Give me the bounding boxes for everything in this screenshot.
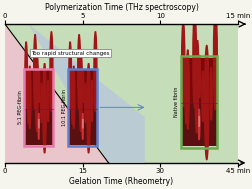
Circle shape: [47, 80, 49, 122]
Circle shape: [196, 40, 198, 95]
Circle shape: [85, 85, 86, 120]
Bar: [68, 108, 97, 145]
Circle shape: [84, 83, 86, 123]
Circle shape: [25, 42, 27, 109]
Text: 5:1 PEG-fibrin: 5:1 PEG-fibrin: [18, 91, 23, 124]
Polygon shape: [28, 24, 144, 163]
Circle shape: [38, 69, 40, 103]
Circle shape: [37, 57, 38, 100]
Text: 10:1 PEG-fibrin: 10:1 PEG-fibrin: [61, 89, 67, 126]
Text: Native fibrin: Native fibrin: [174, 87, 179, 117]
Circle shape: [35, 64, 38, 132]
Circle shape: [185, 50, 188, 129]
Circle shape: [192, 12, 196, 108]
Circle shape: [79, 64, 82, 132]
Circle shape: [82, 69, 83, 103]
Bar: [180, 103, 216, 146]
Circle shape: [28, 66, 31, 129]
Bar: [180, 58, 216, 104]
Circle shape: [93, 32, 97, 112]
Circle shape: [27, 71, 29, 124]
Bar: [24, 69, 53, 146]
Polygon shape: [5, 24, 237, 163]
Circle shape: [201, 71, 203, 122]
Bar: [24, 70, 53, 109]
Circle shape: [77, 34, 80, 110]
Circle shape: [198, 116, 199, 127]
X-axis label: Gelation Time (Rheometry): Gelation Time (Rheometry): [69, 177, 173, 186]
Circle shape: [194, 47, 198, 133]
Bar: [68, 70, 97, 109]
Circle shape: [71, 71, 73, 124]
Circle shape: [82, 113, 83, 139]
Circle shape: [41, 83, 42, 123]
Bar: [24, 108, 53, 145]
Circle shape: [41, 85, 42, 120]
Text: Too rapid structural changes: Too rapid structural changes: [31, 51, 109, 56]
Circle shape: [80, 57, 82, 100]
Circle shape: [87, 63, 90, 153]
Circle shape: [69, 42, 71, 109]
Circle shape: [213, 9, 216, 110]
Circle shape: [181, 21, 184, 107]
Circle shape: [198, 109, 199, 140]
Circle shape: [72, 66, 75, 129]
Polygon shape: [5, 24, 108, 163]
Circle shape: [204, 45, 208, 160]
X-axis label: Polymerization Time (THz spectroscopy): Polymerization Time (THz spectroscopy): [44, 3, 198, 12]
Circle shape: [43, 63, 46, 153]
Circle shape: [82, 119, 83, 128]
Circle shape: [91, 80, 92, 122]
Circle shape: [50, 32, 53, 112]
Circle shape: [38, 113, 39, 139]
Circle shape: [34, 34, 36, 110]
Circle shape: [184, 57, 187, 124]
Circle shape: [198, 55, 200, 98]
Circle shape: [201, 74, 203, 118]
Bar: [180, 56, 216, 148]
Bar: [68, 69, 97, 146]
Circle shape: [209, 67, 211, 120]
